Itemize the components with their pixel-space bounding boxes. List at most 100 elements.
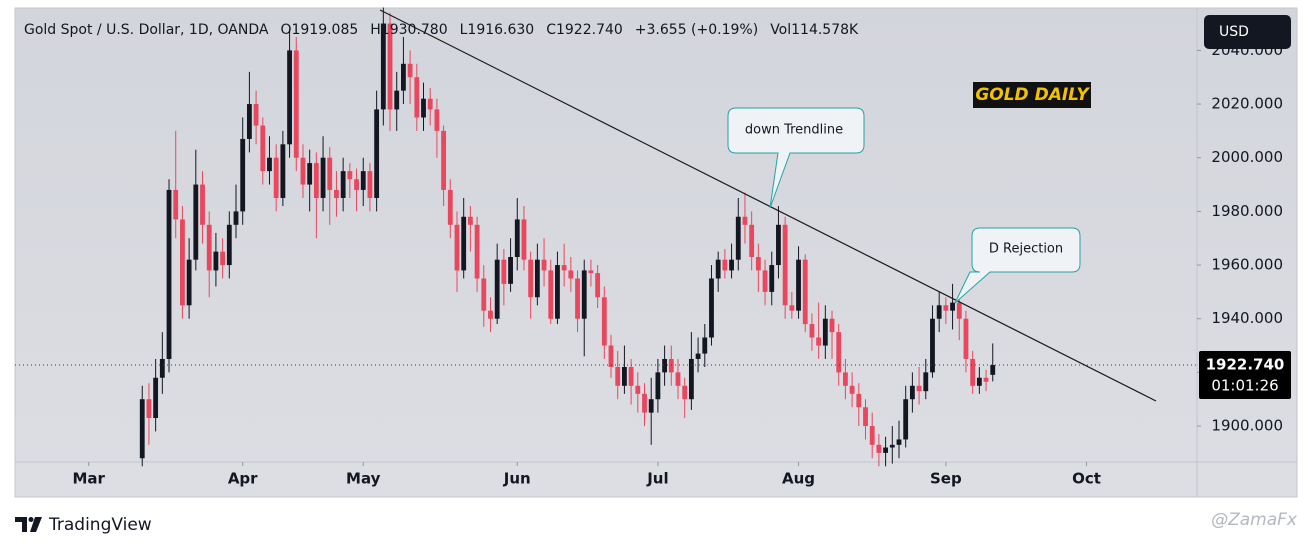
candle-body xyxy=(829,318,835,333)
candle-body xyxy=(180,219,185,306)
candle-body xyxy=(662,358,668,373)
candle-body xyxy=(246,104,252,139)
candle-body xyxy=(963,318,969,359)
trendline xyxy=(379,9,1157,402)
candle-body xyxy=(816,337,822,346)
candle-body xyxy=(896,439,902,445)
candle-body xyxy=(796,259,801,311)
x-tick-label: May xyxy=(346,470,381,488)
candle-body xyxy=(474,224,480,279)
candle-body xyxy=(213,251,219,271)
candle-body xyxy=(648,399,654,413)
candle-body xyxy=(146,399,152,418)
candle-body xyxy=(729,259,734,271)
candle-body xyxy=(528,259,534,298)
callout xyxy=(954,227,1081,304)
candle-body xyxy=(735,216,741,260)
candle-body xyxy=(695,353,701,359)
candle-body xyxy=(809,324,815,338)
price-label-box xyxy=(1199,351,1291,399)
candle-body xyxy=(822,318,828,346)
legend-value: Vol114.578K xyxy=(770,22,859,38)
candle-body xyxy=(930,318,935,373)
candle-body xyxy=(990,365,996,375)
candle-body xyxy=(903,399,909,440)
last-price-label: 1922.740 xyxy=(1206,356,1285,374)
candle-body xyxy=(360,171,366,190)
y-tick-label: 1940.000 xyxy=(1211,309,1283,327)
candle-body xyxy=(508,257,513,284)
annotation: D Rejection xyxy=(989,242,1063,257)
candle-body xyxy=(923,372,929,392)
candle-body xyxy=(421,98,426,118)
candle-body xyxy=(427,98,433,110)
candle-body xyxy=(206,224,212,271)
brand: TradingView xyxy=(48,515,152,535)
candle-body xyxy=(521,219,527,260)
candle-body xyxy=(394,90,400,110)
candle-body xyxy=(581,270,587,319)
x-tick-label: Mar xyxy=(72,470,105,488)
candle-body xyxy=(374,109,380,198)
legend-values: O1919.085 H1930.780 L1916.630 C1922.740 +3.6… xyxy=(280,22,859,38)
candle-body xyxy=(595,273,601,298)
candle-body xyxy=(327,157,333,190)
candle-body xyxy=(936,305,942,319)
candle-body xyxy=(709,278,714,338)
candle-body xyxy=(876,444,882,453)
candle-body xyxy=(688,358,694,400)
candle-body xyxy=(401,63,406,91)
candle-body xyxy=(186,259,192,306)
chart-title: Gold Spot / U.S. Dollar, 1D, OANDA xyxy=(24,22,269,38)
candle-body xyxy=(454,224,460,271)
y-tick-label: 2020.000 xyxy=(1211,95,1283,113)
candle-body xyxy=(340,171,346,198)
candle-body xyxy=(776,224,781,266)
candle-body xyxy=(488,310,493,319)
callout xyxy=(727,107,865,209)
candle-body xyxy=(836,332,842,373)
candle-body xyxy=(742,216,748,225)
candle-body xyxy=(950,302,955,311)
title-badge xyxy=(973,82,1091,108)
candle-body xyxy=(441,130,447,190)
candle-body xyxy=(588,270,594,274)
legend-value: O1919.085 xyxy=(280,22,358,38)
candle-body xyxy=(320,157,326,198)
candle-body xyxy=(970,358,976,386)
candle-body xyxy=(682,385,688,400)
candle-body xyxy=(139,399,145,459)
x-tick-label: Oct xyxy=(1072,470,1101,488)
annotation: GOLD DAILY xyxy=(975,85,1090,105)
candle-body xyxy=(628,367,634,386)
candle-body xyxy=(414,77,420,118)
x-tick-label: Jun xyxy=(503,470,531,488)
legend-value: L1916.630 xyxy=(460,22,535,38)
candle-body xyxy=(956,302,962,319)
currency-button[interactable] xyxy=(1204,15,1291,49)
countdown: 01:01:26 xyxy=(1211,377,1278,395)
candle-body xyxy=(166,189,172,359)
legend-value: H1930.780 xyxy=(370,22,447,38)
candle-body xyxy=(789,305,795,311)
candle-body xyxy=(380,23,386,110)
candle-body xyxy=(260,125,266,172)
candle-body xyxy=(889,444,895,448)
candle-body xyxy=(159,358,165,378)
candle-body xyxy=(387,23,393,110)
candle-body xyxy=(541,259,547,271)
candle-body xyxy=(461,216,467,271)
candle-body xyxy=(173,189,179,220)
candle-body xyxy=(883,447,889,453)
candle-body xyxy=(467,216,473,225)
candle-body xyxy=(555,265,560,319)
candle-body xyxy=(802,259,808,325)
y-tick-label: 1980.000 xyxy=(1211,202,1283,220)
y-tick-label: 1900.000 xyxy=(1211,417,1283,435)
candle-body xyxy=(447,189,453,225)
candle-body xyxy=(534,259,540,298)
currency-label[interactable]: USD xyxy=(1219,24,1249,40)
watermark: @ZamaFx xyxy=(1211,510,1298,530)
candle-body xyxy=(293,50,299,158)
candle-body xyxy=(863,407,868,427)
